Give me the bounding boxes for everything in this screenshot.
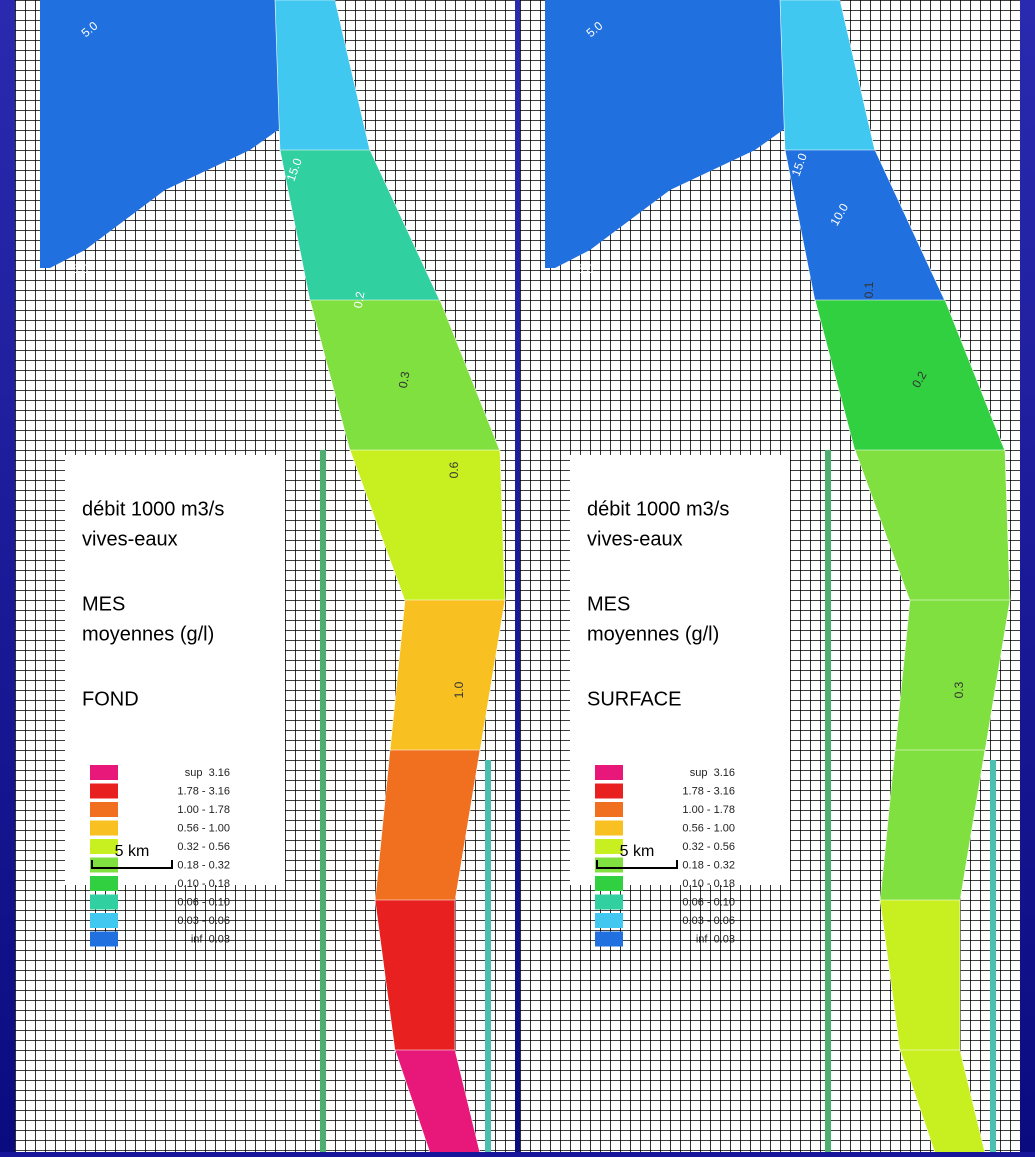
legend-swatch <box>595 802 623 817</box>
map-slide: 5.05.015.00.20.30.61.0débit 1000 m3/sviv… <box>0 0 1035 1152</box>
legend-label: 0.06 - 0.10 <box>682 896 735 908</box>
channel-strip <box>990 760 996 1152</box>
contour-label: 0.1 <box>862 281 876 298</box>
legend-swatch <box>595 765 623 780</box>
legend-swatch <box>595 784 623 799</box>
legend-label: 0.56 - 1.00 <box>682 822 735 834</box>
legend-swatch <box>90 821 118 836</box>
legend-label: 1.00 - 1.78 <box>682 804 735 816</box>
legend-label: 0.03 - 0.06 <box>682 915 735 927</box>
legend-label: 0.32 - 0.56 <box>682 841 735 853</box>
description-line: moyennes (g/l) <box>82 623 214 645</box>
legend-label: inf 0.03 <box>191 933 230 945</box>
description-line: FOND <box>82 688 139 710</box>
contour-label: 5.0 <box>577 262 594 276</box>
legend-swatch <box>90 932 118 947</box>
contour-label: 0.6 <box>447 461 461 478</box>
legend-label: 0.32 - 0.56 <box>177 841 230 853</box>
description-line: débit 1000 m3/s <box>587 498 729 520</box>
legend-swatch <box>90 765 118 780</box>
channel-strip <box>320 450 326 1152</box>
legend-label: 0.10 - 0.18 <box>177 878 230 890</box>
description-line: vives-eaux <box>587 528 683 550</box>
legend-label: sup 3.16 <box>690 767 735 779</box>
legend-swatch <box>595 876 623 891</box>
contour-label: 0.3 <box>396 370 413 389</box>
description-line: moyennes (g/l) <box>587 623 719 645</box>
legend-label: 1.78 - 3.16 <box>177 785 230 797</box>
legend-label: 1.78 - 3.16 <box>682 785 735 797</box>
legend-label: sup 3.16 <box>185 767 230 779</box>
legend-label: 0.56 - 1.00 <box>177 822 230 834</box>
legend-swatch <box>595 913 623 928</box>
contour-label: 5.0 <box>72 262 89 276</box>
legend-swatch <box>595 895 623 910</box>
legend-swatch <box>90 802 118 817</box>
description-line: débit 1000 m3/s <box>82 498 224 520</box>
contour-label: 0.3 <box>952 681 966 698</box>
scale-label: 5 km <box>115 843 150 860</box>
description-line: MES <box>587 593 630 615</box>
description-line: MES <box>82 593 125 615</box>
contour-label: 0.2 <box>351 290 368 309</box>
legend-swatch <box>90 784 118 799</box>
legend-swatch <box>595 821 623 836</box>
legend-swatch <box>90 895 118 910</box>
page: 5.05.015.00.20.30.61.0débit 1000 m3/sviv… <box>0 0 1035 1152</box>
legend-label: 0.10 - 0.18 <box>682 878 735 890</box>
legend-swatch <box>90 876 118 891</box>
legend-label: 0.18 - 0.32 <box>682 859 735 871</box>
legend-label: 0.03 - 0.06 <box>177 915 230 927</box>
legend-swatch <box>90 913 118 928</box>
channel-strip <box>825 450 831 1152</box>
legend-label: 1.00 - 1.78 <box>177 804 230 816</box>
channel-strip <box>485 760 491 1152</box>
legend-swatch <box>595 932 623 947</box>
scale-label: 5 km <box>620 843 655 860</box>
description-line: SURFACE <box>587 688 681 710</box>
contour-label: 1.0 <box>452 681 466 698</box>
legend-label: inf 0.03 <box>696 933 735 945</box>
legend-label: 0.18 - 0.32 <box>177 859 230 871</box>
legend-label: 0.06 - 0.10 <box>177 896 230 908</box>
description-line: vives-eaux <box>82 528 178 550</box>
